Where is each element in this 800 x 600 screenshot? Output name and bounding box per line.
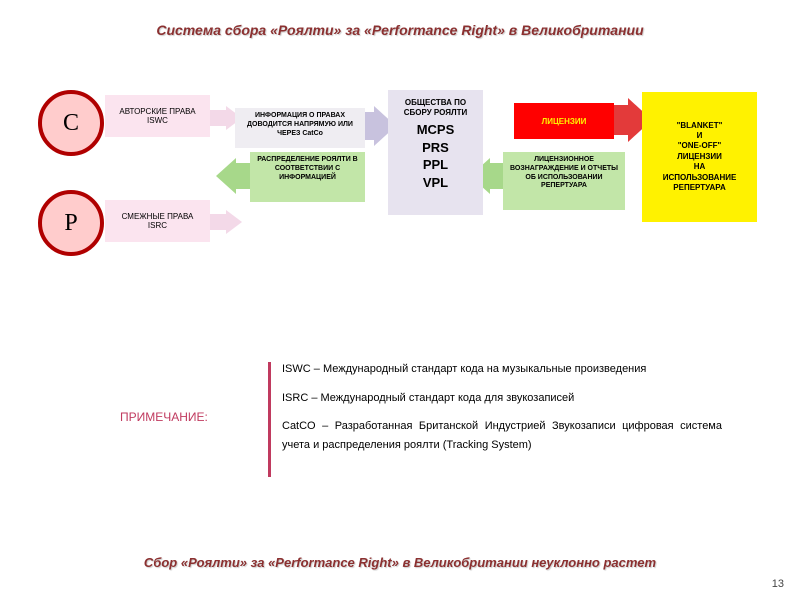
org-3: VPL: [394, 174, 477, 192]
footer-text: Сбор «Роялти» за «Performance Right» в В…: [0, 555, 800, 570]
circle-c-letter: C: [63, 110, 79, 137]
box-licenses-text: ЛИЦЕНЗИИ: [542, 117, 587, 126]
org-0: MCPS: [394, 121, 477, 139]
box-center-orgs: MCPS PRS PPL VPL: [394, 121, 477, 191]
box-iswc-text: АВТОРСКИЕ ПРАВА ISWC: [119, 107, 195, 125]
box-info-text: ИНФОРМАЦИЯ О ПРАВАХ ДОВОДИТСЯ НАПРЯМУЮ И…: [247, 112, 353, 137]
box-rep-text: ЛИЦЕНЗИОННОЕ ВОЗНАГРАЖДЕНИЕ И ОТЧЕТЫ ОБ …: [510, 156, 618, 189]
circle-c: C: [38, 90, 104, 156]
box-isrc: СМЕЖНЫЕ ПРАВА ISRC: [105, 200, 210, 242]
box-center: ОБЩЕСТВА ПО СБОРУ РОЯЛТИ MCPS PRS PPL VP…: [388, 90, 483, 215]
diagram-canvas: Система сбора «Роялти» за «Performance R…: [0, 0, 800, 600]
circle-p-letter: P: [64, 210, 77, 237]
box-dist-text: РАСПРЕДЕЛЕНИЕ РОЯЛТИ В СООТВЕТСТВИИ С ИН…: [257, 156, 357, 181]
note-1: ISRC – Международный стандарт кода для з…: [282, 389, 722, 408]
org-1: PRS: [394, 139, 477, 157]
note-bar: [268, 362, 271, 477]
note-0: ISWC – Международный стандарт кода на му…: [282, 360, 722, 379]
box-info: ИНФОРМАЦИЯ О ПРАВАХ ДОВОДИТСЯ НАПРЯМУЮ И…: [235, 108, 365, 148]
notes-block: ISWC – Международный стандарт кода на му…: [282, 360, 722, 455]
box-rep: ЛИЦЕНЗИОННОЕ ВОЗНАГРАЖДЕНИЕ И ОТЧЕТЫ ОБ …: [503, 152, 625, 210]
box-blanket: "BLANKET" И "ONE-OFF" ЛИЦЕНЗИИ НА ИСПОЛЬ…: [642, 92, 757, 222]
note-2: CatCO – Разработанная Британской Индустр…: [282, 417, 722, 454]
note-label: ПРИМЕЧАНИЕ:: [120, 410, 208, 424]
box-blanket-text: "BLANKET" И "ONE-OFF" ЛИЦЕНЗИИ НА ИСПОЛЬ…: [663, 121, 737, 194]
box-dist: РАСПРЕДЕЛЕНИЕ РОЯЛТИ В СООТВЕТСТВИИ С ИН…: [250, 152, 365, 202]
box-center-header: ОБЩЕСТВА ПО СБОРУ РОЯЛТИ: [394, 98, 477, 117]
box-iswc: АВТОРСКИЕ ПРАВА ISWC: [105, 95, 210, 137]
page-number: 13: [772, 578, 784, 590]
page-title: Система сбора «Роялти» за «Performance R…: [0, 22, 800, 38]
org-2: PPL: [394, 156, 477, 174]
arrow-isrc: [208, 210, 242, 234]
box-licenses: ЛИЦЕНЗИИ: [514, 103, 614, 139]
box-isrc-text: СМЕЖНЫЕ ПРАВА ISRC: [122, 212, 194, 230]
circle-p: P: [38, 190, 104, 256]
